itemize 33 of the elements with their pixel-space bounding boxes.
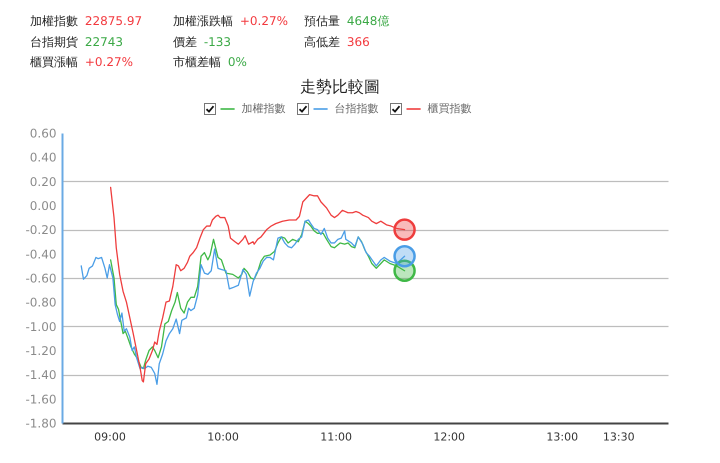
x-tick-label: 12:00 [433, 430, 466, 444]
text: 預估量 4648億 [304, 14, 390, 28]
point [393, 218, 416, 241]
y-tick-label: -1.40 [25, 368, 56, 382]
legend-label: 加權指數 [242, 102, 286, 115]
text: 高低差 366 [304, 34, 370, 48]
y-tick-label: -0.40 [25, 247, 56, 262]
x-tick-label: 10:00 [207, 430, 239, 444]
legend-label: 台指指數 [334, 102, 379, 115]
y-tick-label: -1.60 [25, 392, 56, 406]
point [393, 245, 416, 268]
text: 價差 -133 [173, 34, 232, 48]
chart-title: 走勢比較圖 [300, 77, 380, 96]
x-tick-label: 09:00 [94, 430, 126, 444]
x-tick-label: 11:00 [320, 430, 352, 444]
y-tick-label: -0.80 [25, 296, 56, 310]
x-tick-label: 13:30 [602, 430, 635, 444]
x-tick-label: 13:00 [546, 430, 578, 444]
y-tick-label: 0.40 [30, 150, 56, 165]
y-tick-label: 0.60 [30, 126, 56, 140]
legend-label: 櫃買指數 [428, 102, 472, 115]
text: 櫃買漲幅 +0.27% [30, 55, 134, 69]
y-tick-label: 0.20 [30, 174, 56, 189]
y-tick-label: -0.60 [25, 272, 56, 286]
y-tick-label: -1.00 [25, 320, 56, 334]
text: 台指期貨 22743 [30, 34, 124, 48]
text: 市櫃差幅 0% [173, 55, 247, 69]
y-tick-label: -1.20 [25, 344, 56, 358]
text: 加權指數 22875.97 [30, 14, 142, 28]
y-tick-label: 0.00 [30, 199, 56, 213]
y-tick-label: -0.20 [25, 223, 56, 238]
text: 加權漲跌幅 +0.27% [173, 14, 288, 28]
y-tick-label: -1.80 [25, 416, 56, 430]
